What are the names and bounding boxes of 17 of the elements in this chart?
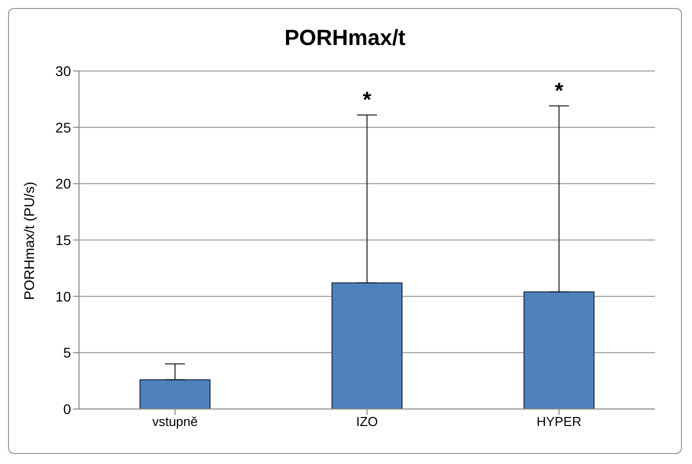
bar: [524, 291, 594, 409]
y-tick-label: 25: [55, 119, 72, 136]
y-tick-label: 15: [55, 232, 72, 248]
x-tick-label: IZO: [356, 414, 378, 430]
x-tick-label: vstupně: [152, 414, 198, 430]
y-tick-label: 0: [63, 400, 72, 417]
chart-title: PORHmax/t: [283, 25, 407, 52]
bar: [332, 282, 402, 409]
y-axis-title: PORHmax/t (PU/s): [20, 182, 37, 300]
annotation: *: [554, 78, 564, 103]
y-tick-label: 20: [55, 176, 72, 192]
y-tick-label: 5: [63, 344, 72, 361]
x-tick-label: HYPER: [536, 414, 582, 430]
bar: [140, 379, 210, 409]
annotation: *: [362, 86, 372, 112]
y-tick-label: 10: [55, 288, 72, 304]
y-tick-label: 30: [55, 62, 72, 79]
